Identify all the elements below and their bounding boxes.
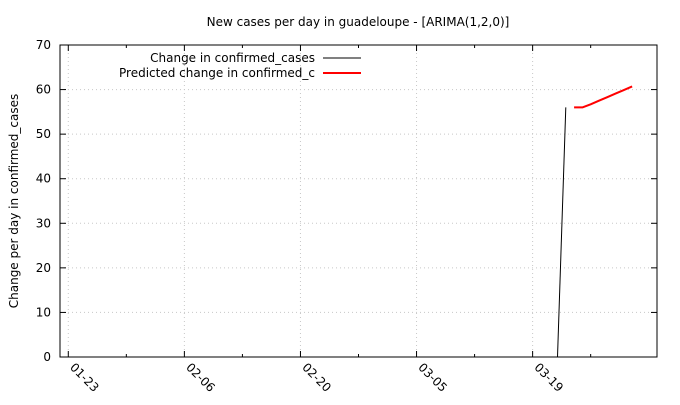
y-tick-label: 0 [43,350,51,364]
legend-label-1: Predicted change in confirmed_c [119,66,315,80]
series-line-1 [574,85,633,109]
x-tick-label: 02-06 [183,360,218,395]
grid [60,45,657,357]
x-tick-label: 01-23 [67,360,102,395]
y-tick-label: 20 [36,261,51,275]
series [557,85,633,358]
y-tick-label: 10 [36,305,51,319]
y-tick-label: 50 [36,127,51,141]
axis-ticks: 0 10 20 30 40 50 60 70 01-23 02-06 02-20 03-05 03-19 [36,38,657,395]
legend-label-0: Change in confirmed_cases [150,51,315,65]
y-tick-label: 40 [36,172,51,186]
series-line-0 [557,107,567,358]
y-tick-label: 30 [36,216,51,230]
y-tick-label: 60 [36,83,51,97]
x-tick-label: 03-19 [532,360,567,395]
plot-frame [59,44,658,358]
x-tick-label: 02-20 [299,360,334,395]
y-axis-label: Change per day in confirmed_cases [7,94,21,309]
chart-title: New cases per day in guadeloupe - [ARIMA… [207,15,510,29]
y-tick-label: 70 [36,38,51,52]
x-tick-label: 03-05 [415,360,450,395]
